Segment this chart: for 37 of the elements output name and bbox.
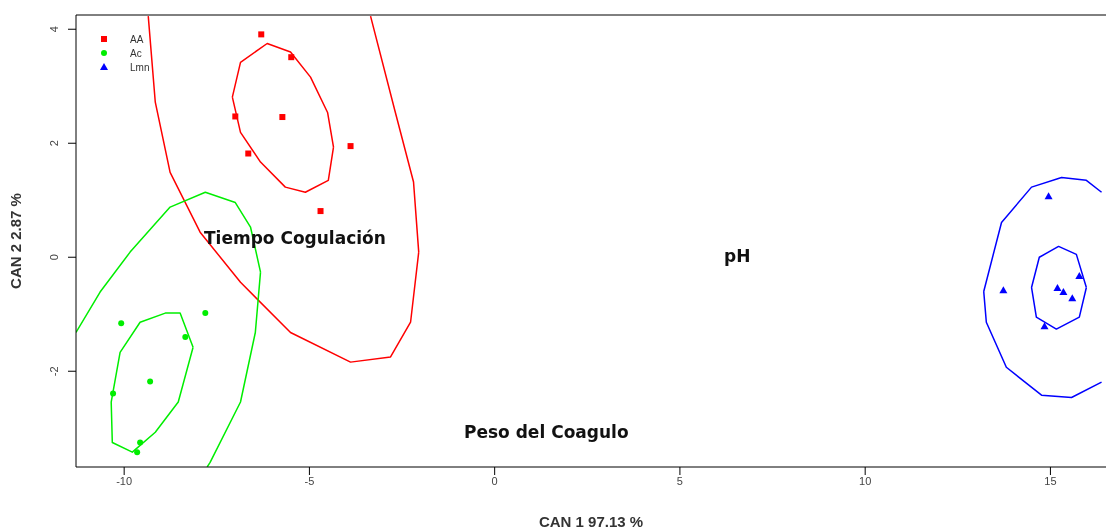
point <box>317 208 324 215</box>
x-tick-label: -10 <box>116 474 133 487</box>
annotation: Peso del Coagulo <box>464 422 629 442</box>
legend-label: AA <box>130 33 144 45</box>
point <box>347 143 354 150</box>
point <box>258 31 265 38</box>
point <box>118 320 125 327</box>
point <box>137 439 144 446</box>
annotation: pH <box>724 246 751 266</box>
point <box>1040 322 1049 330</box>
point <box>1059 288 1068 296</box>
x-tick-label: 15 <box>1044 474 1057 487</box>
point <box>1075 272 1084 280</box>
point <box>182 334 189 341</box>
point <box>245 150 252 157</box>
legend-label: Lmn <box>130 61 150 73</box>
point <box>110 390 117 397</box>
point <box>202 310 209 317</box>
point <box>279 114 286 121</box>
y-tick-label: 0 <box>48 254 60 261</box>
x-tick-label: 5 <box>676 474 683 487</box>
point <box>1044 192 1053 200</box>
point <box>134 449 141 456</box>
point <box>288 54 295 61</box>
y-tick-label: 4 <box>48 26 60 33</box>
y-axis-title: CAN 2 2.87 % <box>7 193 25 289</box>
x-tick-label: -5 <box>304 474 315 487</box>
y-tick-label: 2 <box>48 140 60 147</box>
x-axis-title: CAN 1 97.13 % <box>538 513 644 529</box>
legend-label: Ac <box>130 47 142 59</box>
y-tick-label: -2 <box>48 366 60 377</box>
point <box>147 378 154 385</box>
x-tick-label: 10 <box>859 474 872 487</box>
point <box>232 113 239 120</box>
x-tick-label: 0 <box>491 474 498 487</box>
point <box>1053 284 1062 292</box>
point <box>1068 294 1077 302</box>
